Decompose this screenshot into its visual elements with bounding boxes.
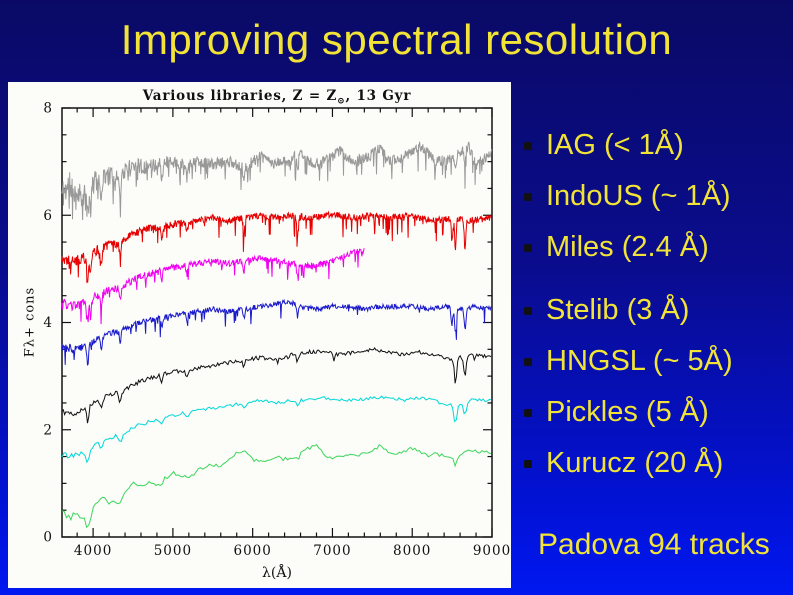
bullet-group-high-res: IAG (< 1Å) IndoUS (~ 1Å) Miles (2.4 Å) (524, 120, 733, 273)
plot-panel: Various libraries, Z = Z⊙, 13 Gyr Fλ+ co… (8, 82, 511, 588)
sun-symbol: ⊙ (337, 96, 346, 107)
bullet-label: IAG (< 1Å) (546, 129, 684, 161)
y-tick-label: 2 (43, 422, 52, 438)
bullet-icon (524, 459, 532, 468)
bullet-label: Kurucz (20 Å) (546, 447, 724, 479)
bullet-icon (524, 357, 532, 366)
bullet-label: Stelib (3 Å) (546, 294, 690, 326)
x-tick-label: 7000 (313, 543, 351, 559)
y-tick-label: 6 (43, 208, 52, 224)
bullet-label: HNGSL (~ 5Å) (546, 345, 733, 377)
footer-note: Padova 94 tracks (538, 528, 770, 561)
x-tick-label: 5000 (154, 543, 192, 559)
x-tick-label: 4000 (74, 543, 112, 559)
slide-title: Improving spectral resolution (120, 16, 673, 63)
x-axis-label: λ(Å) (262, 563, 292, 581)
bullet-icon (524, 306, 532, 315)
y-axis-label: Fλ+ cons (22, 286, 38, 358)
spectrum-indous (61, 210, 493, 284)
bullet-list: IAG (< 1Å) IndoUS (~ 1Å) Miles (2.4 Å) S… (524, 120, 733, 489)
plot-title-pre: Various libraries, Z = Z (142, 88, 338, 104)
plot-title-post: , 13 Gyr (345, 88, 412, 104)
y-tick-label: 8 (43, 101, 52, 117)
list-item: Miles (2.4 Å) (524, 222, 733, 273)
x-tick-label: 6000 (233, 543, 271, 559)
y-tick-label: 4 (43, 315, 52, 331)
list-item: IAG (< 1Å) (524, 120, 733, 171)
bullet-group-low-res: Stelib (3 Å) HNGSL (~ 5Å) Pickles (5 Å) … (524, 285, 733, 489)
list-item: HNGSL (~ 5Å) (524, 336, 733, 387)
bullet-label: Miles (2.4 Å) (546, 231, 709, 263)
bullet-icon (524, 141, 532, 150)
list-item: Stelib (3 Å) (524, 285, 733, 336)
bullet-icon (524, 408, 532, 417)
spectrum-stelib (61, 298, 492, 366)
spectrum-kurucz (61, 443, 492, 529)
bullet-icon (524, 192, 532, 201)
bullet-label: Pickles (5 Å) (546, 396, 709, 428)
x-tick-label: 9000 (473, 543, 511, 559)
spectrum-hngsl (61, 347, 492, 424)
plot-title: Various libraries, Z = Z⊙, 13 Gyr (62, 88, 492, 107)
x-tick-label: 8000 (393, 543, 431, 559)
list-item: IndoUS (~ 1Å) (524, 171, 733, 222)
spectra-plot: 4000 5000 6000 7000 8000 9000 0 2 4 6 8 λ(Å) (43, 101, 511, 582)
spectrum-iag (61, 141, 493, 221)
spectrum-miles (61, 248, 365, 325)
list-item: Kurucz (20 Å) (524, 438, 733, 489)
bullet-label: IndoUS (~ 1Å) (546, 180, 731, 212)
bullet-icon (524, 243, 532, 252)
spectrum-pickles (61, 395, 492, 464)
y-tick-label: 0 (43, 530, 52, 546)
list-item: Pickles (5 Å) (524, 387, 733, 438)
